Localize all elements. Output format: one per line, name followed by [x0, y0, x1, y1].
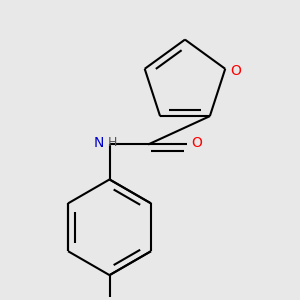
- Text: N: N: [94, 136, 104, 150]
- Text: H: H: [108, 136, 117, 149]
- Text: O: O: [230, 64, 241, 78]
- Text: O: O: [191, 136, 202, 150]
